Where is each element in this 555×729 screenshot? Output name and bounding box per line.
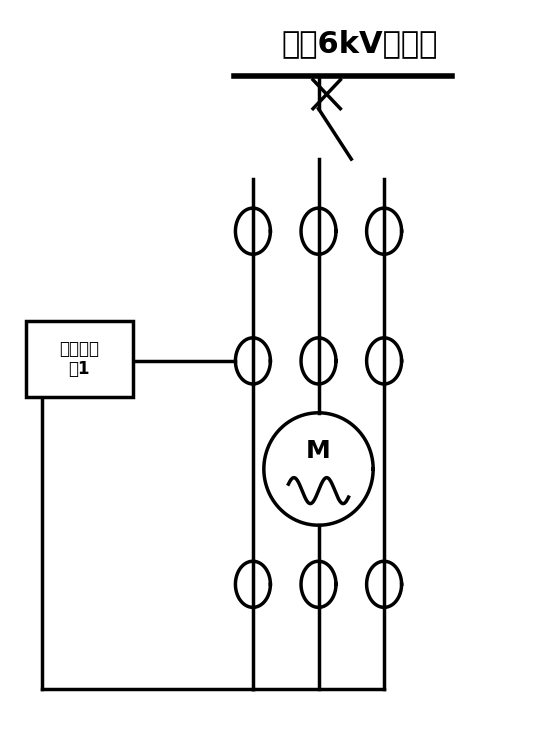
Text: M: M [306,439,331,463]
Text: 综合保护
装1: 综合保护 装1 [59,340,99,378]
Bar [26,321,133,397]
Text: 厂用6kV配电段: 厂用6kV配电段 [281,29,438,58]
